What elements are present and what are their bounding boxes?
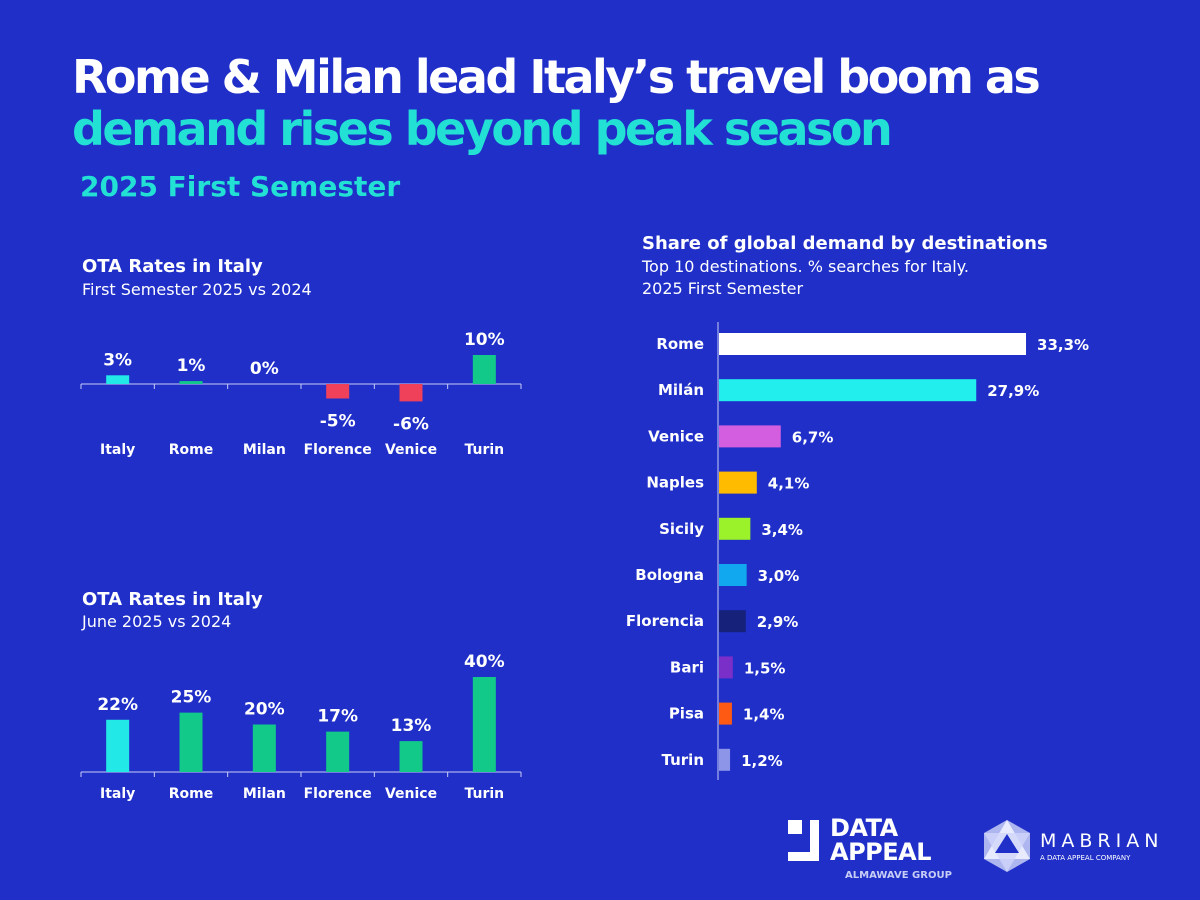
- mabrian-logo: MABRIAN A DATA APPEAL COMPANY: [982, 818, 1182, 878]
- chart3-data-label: 4,1%: [768, 475, 810, 493]
- page-subtitle: 2025 First Semester: [80, 170, 401, 203]
- chart3-category-label: Naples: [646, 474, 704, 492]
- chart2-bar-turin: [472, 677, 496, 772]
- chart1-bar-florence: [326, 384, 350, 399]
- chart1-title: OTA Rates in Italy: [82, 256, 263, 277]
- data-appeal-tag: ALMAWAVE GROUP: [845, 870, 952, 881]
- chart3-category-label: Turin: [662, 751, 704, 769]
- chart3-data-label: 6,7%: [792, 428, 834, 446]
- chart1-category-label: Milan: [243, 442, 286, 458]
- chart2-title: OTA Rates in Italy: [82, 589, 263, 610]
- chart1-bar-turin: [472, 355, 496, 384]
- chart3-category-label: Bari: [670, 658, 704, 676]
- chart3-category-label: Florencia: [626, 612, 704, 630]
- chart3-bar-4: [719, 517, 751, 540]
- chart3-bar-9: [719, 748, 731, 771]
- chart3-bar-1: [719, 379, 977, 402]
- chart1-data-label: -6%: [393, 414, 429, 434]
- chart3-data-label: 2,9%: [757, 613, 799, 631]
- chart3-bar-8: [719, 702, 732, 725]
- chart1-category-label: Rome: [169, 442, 213, 458]
- chart2-subtitle: June 2025 vs 2024: [82, 612, 232, 631]
- data-appeal-line1: DATA: [830, 814, 898, 842]
- chart3-data-label: 27,9%: [987, 382, 1039, 400]
- chart1-category-label: Florence: [304, 442, 372, 458]
- mabrian-tag: A DATA APPEAL COMPANY: [1040, 854, 1131, 862]
- chart1-category-label: Venice: [385, 442, 437, 458]
- chart2-bar-rome: [179, 712, 203, 772]
- chart3-subtitle-1: Top 10 destinations. % searches for Ital…: [642, 257, 969, 276]
- chart2-data-label: 13%: [391, 716, 432, 736]
- chart1-data-label: 3%: [103, 350, 132, 370]
- chart3-title: Share of global demand by destinations: [642, 233, 1048, 254]
- chart1-category-label: Turin: [465, 442, 505, 458]
- chart3-bar-0: [719, 333, 1027, 355]
- headline-line2: demand rises beyond peak season: [72, 102, 893, 156]
- chart3-data-label: 33,3%: [1037, 336, 1089, 354]
- chart3-category-label: Sicily: [659, 520, 704, 538]
- chart2-data-label: 25%: [171, 688, 212, 708]
- chart1-data-label: -5%: [320, 412, 356, 432]
- chart2-data-label: 40%: [464, 652, 505, 672]
- headline-line1: Rome & Milan lead Italy’s travel boom as: [72, 50, 1041, 104]
- chart2-bar-italy: [106, 719, 130, 772]
- chart2-data-label: 17%: [317, 707, 358, 727]
- chart1-bar-venice: [399, 384, 423, 402]
- chart3-category-label: Venice: [648, 427, 704, 445]
- chart2-category-label: Florence: [304, 786, 372, 802]
- chart1-bar-italy: [106, 375, 130, 384]
- chart3-category-label: Pisa: [669, 705, 704, 723]
- chart1-data-label: 10%: [464, 330, 505, 350]
- chart3-bar-6: [719, 610, 746, 633]
- chart2-category-label: Turin: [465, 786, 505, 802]
- chart3-data-label: 1,4%: [743, 706, 785, 724]
- chart3-data-label: 1,2%: [741, 752, 783, 770]
- chart2-bar-florence: [326, 731, 350, 772]
- chart2-data-label: 22%: [97, 695, 138, 715]
- chart2-category-label: Milan: [243, 786, 286, 802]
- chart1-data-label: 0%: [250, 359, 279, 379]
- mabrian-name: MABRIAN: [1040, 830, 1164, 852]
- chart3-bar-7: [719, 656, 733, 679]
- chart2-bar-venice: [399, 741, 423, 772]
- chart3-subtitle-2: 2025 First Semester: [642, 279, 804, 298]
- chart3-bar-2: [719, 425, 781, 448]
- chart3-data-label: 3,4%: [761, 521, 803, 539]
- chart3-data-label: 3,0%: [758, 567, 800, 585]
- chart3-category-label: Milán: [658, 381, 704, 399]
- chart3-bar-3: [719, 471, 757, 494]
- data-appeal-line2: APPEAL: [830, 838, 932, 866]
- mabrian-hexagon-icon: [984, 820, 1030, 872]
- chart3-bar-5: [719, 564, 747, 586]
- chart1-bar-rome: [179, 381, 203, 384]
- chart2-category-label: Italy: [100, 786, 135, 802]
- chart3-data-label: 1,5%: [744, 659, 786, 677]
- data-appeal-logo: DATA APPEAL ALMAWAVE GROUP: [788, 814, 968, 888]
- chart1-subtitle: First Semester 2025 vs 2024: [82, 280, 312, 299]
- chart3-category-label: Rome: [656, 335, 704, 353]
- chart2-data-label: 20%: [244, 700, 285, 720]
- data-appeal-mark-icon: [788, 820, 802, 834]
- chart3-category-label: Bologna: [635, 566, 704, 584]
- chart2-category-label: Rome: [169, 786, 213, 802]
- chart2-bar-milan: [252, 724, 276, 772]
- chart1-data-label: 1%: [177, 356, 206, 376]
- chart2-category-label: Venice: [385, 786, 437, 802]
- chart1-category-label: Italy: [100, 442, 135, 458]
